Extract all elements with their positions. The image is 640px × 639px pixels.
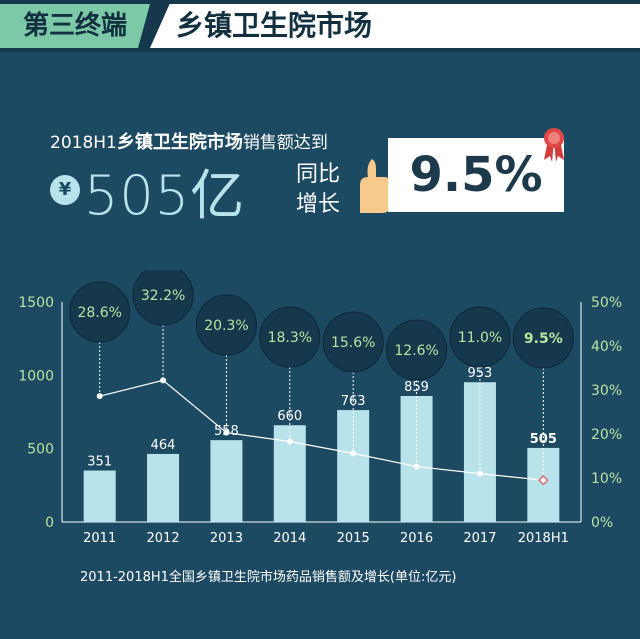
right-tick-label: 50% — [591, 295, 622, 311]
bar — [147, 453, 180, 522]
growth-point-marker — [538, 475, 549, 486]
growth-bubble — [69, 281, 131, 343]
bar — [337, 410, 370, 522]
award-ribbon-icon — [544, 128, 564, 162]
x-tick-label: 2016 — [400, 531, 433, 546]
growth-point-marker — [160, 377, 167, 384]
growth-bubble-label: 11.0% — [458, 330, 502, 346]
headline-prefix: 2018H1 — [50, 133, 117, 153]
bar-value-label: 859 — [404, 380, 429, 395]
x-tick-label: 2015 — [337, 531, 370, 546]
x-tick-label: 2013 — [210, 531, 243, 546]
headline-suffix: 销售额达到 — [242, 133, 328, 153]
right-tick-label: 0% — [591, 515, 613, 531]
headline-highlight: 乡镇卫生院市场 — [116, 132, 243, 153]
title-box — [150, 4, 640, 48]
right-tick-label: 20% — [591, 427, 622, 443]
right-tick-label: 40% — [591, 339, 622, 355]
sales-amount: ¥ 505亿 — [50, 158, 245, 227]
bar — [400, 396, 433, 522]
growth-bubble-label: 18.3% — [268, 330, 312, 346]
growth-label-line1: 同比 — [296, 162, 341, 187]
header-bar: 第三终端 乡镇卫生院市场 — [0, 0, 640, 52]
growth-bubble — [386, 319, 448, 381]
section-tag: 第三终端 — [0, 4, 150, 48]
growth-bubble-label: 32.2% — [141, 288, 185, 304]
growth-label: 同比 增长 — [296, 160, 356, 220]
growth-bubble — [259, 306, 321, 368]
bar — [83, 470, 116, 522]
growth-bubble — [449, 306, 511, 368]
growth-bubble — [195, 294, 257, 356]
bar-value-label: 351 — [87, 455, 112, 470]
left-tick-label: 0 — [45, 515, 54, 531]
headline: 2018H1乡镇卫生院市场销售额达到 — [50, 128, 328, 154]
growth-bubble-label: 9.5% — [524, 331, 563, 347]
growth-point-marker — [476, 470, 483, 477]
growth-bubble-label: 20.3% — [204, 318, 248, 334]
page-title: 乡镇卫生院市场 — [176, 9, 373, 42]
growth-bubble-label: 12.6% — [394, 343, 438, 359]
growth-point-marker — [286, 438, 293, 445]
growth-card: 9.5% — [388, 138, 564, 212]
growth-bubble — [132, 270, 194, 326]
amount-value: 505亿 — [84, 163, 246, 227]
bar-value-label: 953 — [468, 366, 493, 381]
yen-icon: ¥ — [50, 175, 80, 205]
x-tick-label: 2012 — [147, 531, 180, 546]
growth-point-marker — [96, 393, 103, 400]
growth-bubble — [322, 311, 384, 373]
growth-point-marker — [413, 463, 420, 470]
right-tick-label: 10% — [591, 471, 622, 487]
bar-value-label: 464 — [151, 438, 176, 453]
growth-point-marker — [223, 429, 230, 436]
sales-chart: 0 500 1000 1500 0% 10% 20% 30% 40% 50% 351 2011 464 2… — [18, 270, 622, 546]
left-tick-label: 1500 — [18, 295, 54, 311]
growth-bubble-label: 15.6% — [331, 335, 375, 351]
right-tick-label: 30% — [591, 383, 622, 399]
growth-label-line2: 增长 — [296, 192, 341, 217]
x-tick-label: 2011 — [83, 531, 116, 546]
x-tick-label: 2018H1 — [518, 531, 569, 546]
growth-bubble — [512, 307, 574, 369]
left-tick-label: 500 — [27, 442, 54, 458]
growth-line — [99, 379, 544, 481]
bar-value-label: 505 — [530, 432, 557, 447]
left-tick-label: 1000 — [18, 368, 54, 384]
chart-caption: 2011-2018H1全国乡镇卫生院市场药品销售额及增长(单位:亿元) — [80, 570, 457, 585]
x-tick-label: 2014 — [273, 531, 306, 546]
growth-bubble-label: 28.6% — [77, 305, 121, 321]
bar — [210, 440, 243, 522]
x-tick-label: 2017 — [463, 531, 496, 546]
growth-point-marker — [350, 450, 357, 457]
